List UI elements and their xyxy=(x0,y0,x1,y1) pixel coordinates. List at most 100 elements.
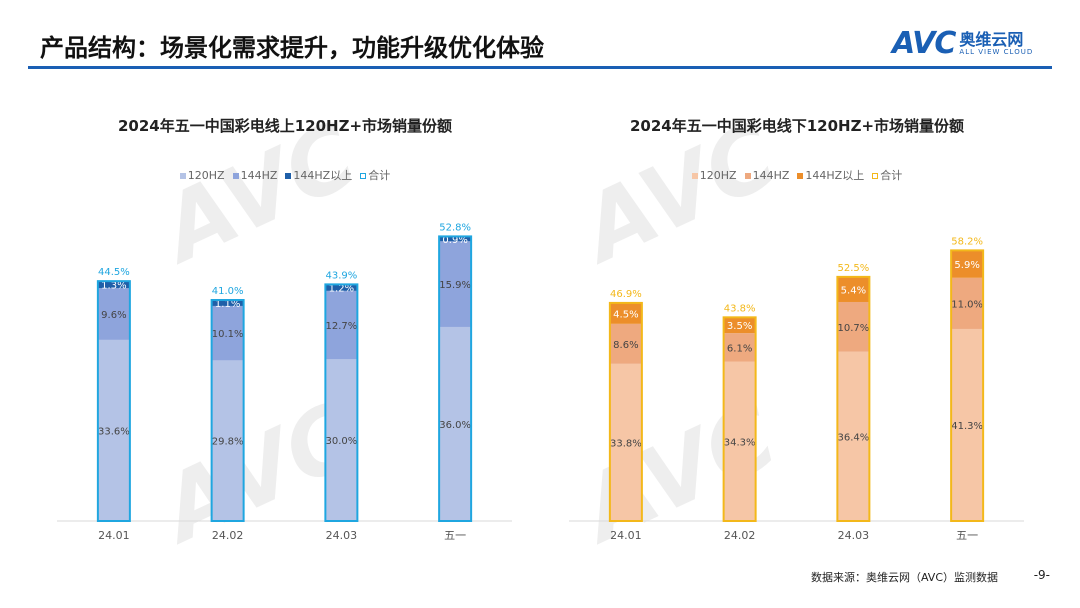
total-label: 52.8% xyxy=(439,222,471,233)
data-label: 41.3% xyxy=(951,421,983,432)
legend-item: 144HZ以上 xyxy=(285,169,352,182)
data-label: 33.8% xyxy=(610,438,642,449)
total-label: 41.0% xyxy=(212,286,244,297)
total-outline xyxy=(210,299,245,522)
chart-svg: 33.6% 9.6% 1.3% 44.5% 24.01 29.8% 10.1% 1.1% 41.… xyxy=(57,222,512,542)
bar-segment xyxy=(97,281,130,289)
x-tick-label: 24.03 xyxy=(838,529,870,542)
logo-en: ALL VIEW CLOUD xyxy=(959,47,1034,56)
data-label: 11.0% xyxy=(951,299,983,310)
bar-segment xyxy=(723,361,756,521)
legend-label: 144HZ以上 xyxy=(293,169,353,182)
bar-segment xyxy=(97,288,130,340)
data-label: 12.7% xyxy=(325,321,357,332)
total-outline xyxy=(96,280,131,522)
data-label: 36.0% xyxy=(439,420,471,431)
legend-label: 120HZ xyxy=(699,169,737,182)
data-label: 33.6% xyxy=(98,426,130,437)
bar-segment xyxy=(439,236,472,242)
bar-segment xyxy=(325,290,358,360)
legend-label: 144HZ xyxy=(752,169,790,182)
data-label: 5.9% xyxy=(954,260,979,271)
total-outline xyxy=(950,249,985,522)
legend-item: 120HZ xyxy=(179,169,225,182)
data-label: 1.1% xyxy=(215,299,240,310)
legend-label: 120HZ xyxy=(187,169,225,182)
bar-segment xyxy=(951,328,984,521)
chart-title: 2024年五一中国彩电线下120HZ+市场销量份额 xyxy=(629,117,965,135)
bar-segment xyxy=(439,241,472,327)
legend-item: 144HZ xyxy=(744,169,790,182)
bar-segment xyxy=(211,300,244,306)
bar-segment xyxy=(609,363,642,521)
x-tick-label: 24.03 xyxy=(326,529,358,542)
chart-title: 2024年五一中国彩电线上120HZ+市场销量份额 xyxy=(117,117,453,135)
bar-segment xyxy=(609,302,642,324)
page-title: 产品结构：场景化需求提升，功能升级优化体验 xyxy=(40,34,544,62)
data-label: 8.6% xyxy=(613,340,638,351)
bar-segment xyxy=(837,351,870,521)
x-tick-label: 24.01 xyxy=(98,529,130,542)
bar-segment xyxy=(723,333,756,362)
logo-cn: 奥维云网 xyxy=(959,29,1024,49)
legend-swatch xyxy=(691,173,698,179)
total-label: 58.2% xyxy=(951,236,983,247)
legend-swatch xyxy=(360,173,367,179)
data-source: 数据来源：奥维云网（AVC）监测数据 xyxy=(810,571,998,584)
data-label: 1.2% xyxy=(329,284,354,295)
legend-swatch xyxy=(285,173,292,179)
bar-segment xyxy=(97,339,130,521)
total-outline xyxy=(438,235,473,523)
data-label: 0.9% xyxy=(442,235,467,246)
legend: 120HZ 144HZ 144HZ以上 合计 xyxy=(552,167,1042,183)
data-label: 29.8% xyxy=(212,437,244,448)
data-label: 34.3% xyxy=(724,437,756,448)
legend-swatch xyxy=(744,173,751,179)
total-label: 43.8% xyxy=(724,303,756,314)
data-label: 6.1% xyxy=(727,343,752,354)
data-label: 10.1% xyxy=(212,329,244,340)
legend-label: 合计 xyxy=(368,169,391,182)
total-label: 43.9% xyxy=(325,270,357,281)
legend-label: 144HZ xyxy=(240,169,278,182)
total-outline xyxy=(324,283,359,522)
data-label: 9.6% xyxy=(101,310,126,321)
legend-item: 144HZ以上 xyxy=(797,169,864,182)
total-label: 44.5% xyxy=(98,267,130,278)
legend-item: 120HZ xyxy=(691,169,737,182)
chart-offline: 2024年五一中国彩电线下120HZ+市场销量份额 120HZ 144HZ 144H… xyxy=(552,105,1042,555)
legend-label: 144HZ以上 xyxy=(805,169,865,182)
total-label: 46.9% xyxy=(610,289,642,300)
bar-segment xyxy=(837,276,870,302)
total-label: 52.5% xyxy=(837,263,869,274)
data-label: 36.4% xyxy=(837,432,869,443)
legend-swatch xyxy=(232,173,239,179)
x-tick-label: 24.02 xyxy=(212,529,244,542)
x-tick-label: 五一 xyxy=(956,529,978,542)
legend-label: 合计 xyxy=(880,169,903,182)
legend-swatch xyxy=(797,173,804,179)
data-label: 1.3% xyxy=(101,281,126,292)
total-outline xyxy=(608,301,643,522)
data-label: 3.5% xyxy=(727,321,752,332)
legend-swatch xyxy=(179,173,186,179)
x-tick-label: 五一 xyxy=(444,529,466,542)
data-label: 15.9% xyxy=(439,280,471,291)
bar-segment xyxy=(837,301,870,352)
data-label: 30.0% xyxy=(325,436,357,447)
logo-mark: AVC xyxy=(892,26,956,61)
legend-item: 合计 xyxy=(872,169,902,182)
x-tick-label: 24.01 xyxy=(610,529,642,542)
legend-item: 144HZ xyxy=(232,169,278,182)
bar-segment xyxy=(951,250,984,278)
data-label: 4.5% xyxy=(613,309,638,320)
chart-online: 2024年五一中国彩电线上120HZ+市场销量份额 120HZ 144HZ 144H… xyxy=(40,105,530,555)
total-outline xyxy=(836,275,871,522)
bar-segment xyxy=(325,359,358,521)
data-label: 5.4% xyxy=(841,285,866,296)
x-tick-label: 24.02 xyxy=(724,529,756,542)
logo: AVC 奥维云网 ALL VIEW CLOUD xyxy=(892,26,1033,61)
bar-segment xyxy=(439,326,472,521)
header-rule xyxy=(28,66,1052,69)
bar-segment xyxy=(723,316,756,334)
